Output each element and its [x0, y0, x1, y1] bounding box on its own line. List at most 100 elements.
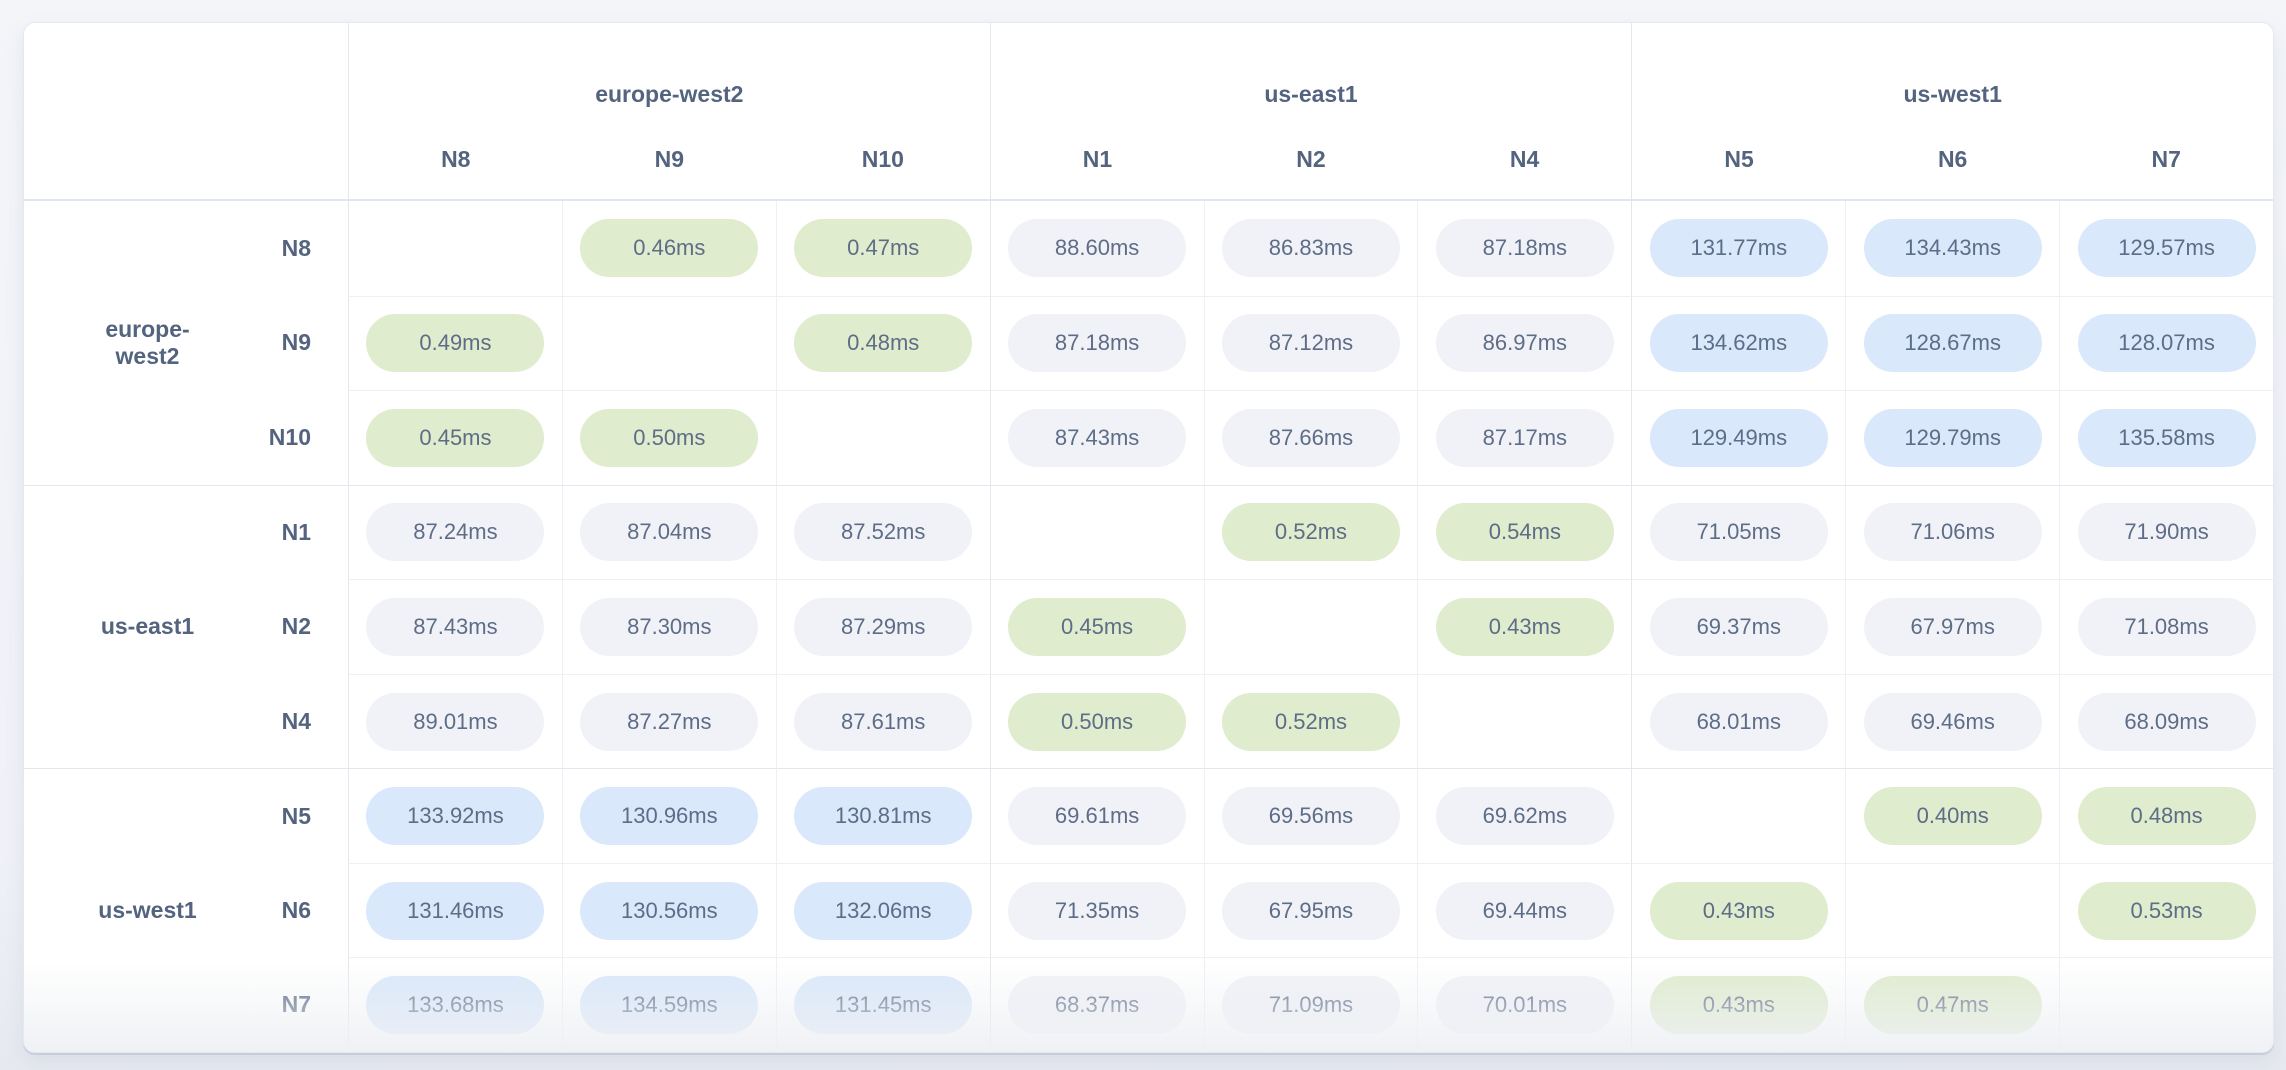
latency-value-pill[interactable]: 0.43ms: [1435, 597, 1614, 656]
latency-cell: 87.30ms: [561, 579, 776, 674]
latency-value-pill[interactable]: 69.62ms: [1435, 787, 1614, 846]
latency-value-pill[interactable]: 0.43ms: [1649, 976, 1828, 1035]
node-column-header-N7: N7: [2151, 146, 2181, 172]
latency-cell: 71.09ms: [1203, 957, 1418, 1052]
latency-value-pill[interactable]: 0.47ms: [794, 219, 973, 278]
latency-value-pill[interactable]: 130.96ms: [580, 787, 759, 846]
latency-value-pill[interactable]: 129.57ms: [2077, 219, 2256, 278]
latency-value-pill[interactable]: 87.43ms: [366, 597, 545, 656]
latency-value-pill[interactable]: 134.59ms: [580, 976, 759, 1035]
latency-cell: 132.06ms: [775, 862, 990, 958]
latency-value-pill[interactable]: 71.09ms: [1221, 976, 1400, 1035]
latency-value-pill[interactable]: 0.52ms: [1221, 692, 1400, 751]
latency-value-pill[interactable]: 0.50ms: [580, 408, 759, 467]
latency-value-pill[interactable]: 133.68ms: [366, 976, 545, 1035]
latency-value-pill[interactable]: 71.35ms: [1008, 881, 1187, 940]
latency-value-pill[interactable]: 87.12ms: [1221, 314, 1400, 373]
latency-cell: 87.43ms: [348, 579, 562, 674]
latency-value-pill[interactable]: 132.06ms: [794, 881, 973, 940]
latency-value-pill[interactable]: 87.18ms: [1435, 219, 1614, 278]
latency-value-pill[interactable]: 87.66ms: [1221, 408, 1400, 467]
latency-value-pill[interactable]: 87.04ms: [580, 503, 759, 562]
latency-value-pill[interactable]: 87.52ms: [794, 503, 973, 562]
latency-value-pill[interactable]: 133.92ms: [366, 787, 545, 846]
latency-value-pill[interactable]: 0.47ms: [1863, 976, 2042, 1035]
latency-value-pill[interactable]: 128.07ms: [2077, 314, 2256, 373]
latency-value-pill[interactable]: 0.40ms: [1863, 787, 2042, 846]
latency-value-pill[interactable]: 69.44ms: [1435, 881, 1614, 940]
latency-value-pill[interactable]: 0.45ms: [1008, 597, 1187, 656]
latency-value-pill[interactable]: 87.43ms: [1008, 408, 1187, 467]
latency-value-pill[interactable]: 67.95ms: [1221, 881, 1400, 940]
latency-value-pill[interactable]: 89.01ms: [366, 692, 545, 751]
latency-value-pill[interactable]: 69.46ms: [1863, 692, 2042, 751]
latency-value-pill[interactable]: 68.09ms: [2077, 692, 2256, 751]
latency-value-pill[interactable]: 0.49ms: [366, 314, 545, 373]
latency-cell: 87.17ms: [1417, 390, 1632, 485]
latency-cell-empty: [989, 484, 1204, 580]
latency-value-pill[interactable]: 0.50ms: [1008, 692, 1187, 751]
latency-value-pill[interactable]: 87.30ms: [580, 597, 759, 656]
latency-value-pill[interactable]: 0.45ms: [366, 408, 545, 467]
latency-value-pill[interactable]: 134.62ms: [1649, 314, 1828, 373]
latency-value-pill[interactable]: 131.45ms: [794, 976, 973, 1035]
matrix-corner-cell: [24, 23, 348, 201]
latency-value-pill[interactable]: 70.01ms: [1435, 976, 1614, 1035]
latency-value-pill[interactable]: 135.58ms: [2077, 408, 2256, 467]
latency-value-pill[interactable]: 71.90ms: [2077, 503, 2256, 562]
node-column-header-N8: N8: [441, 146, 471, 172]
latency-value-pill[interactable]: 0.48ms: [794, 314, 973, 373]
latency-cell: 131.77ms: [1631, 201, 1845, 296]
latency-cell: 129.49ms: [1631, 390, 1846, 485]
latency-cell: 0.50ms: [989, 673, 1204, 769]
latency-value-pill[interactable]: 88.60ms: [1008, 219, 1187, 278]
latency-cell: 0.53ms: [2059, 862, 2273, 958]
latency-value-pill[interactable]: 86.83ms: [1221, 219, 1400, 278]
latency-cell: 0.52ms: [1203, 484, 1418, 580]
column-node-header-row: N5 N6 N7: [1632, 146, 2273, 173]
latency-value-pill[interactable]: 71.06ms: [1863, 503, 2042, 562]
latency-value-pill[interactable]: 86.97ms: [1435, 314, 1614, 373]
node-row-label-N7: N7: [281, 991, 311, 1018]
latency-cell: 128.67ms: [1845, 295, 2060, 391]
latency-value-pill[interactable]: 87.18ms: [1008, 314, 1187, 373]
latency-value-pill[interactable]: 69.56ms: [1221, 787, 1400, 846]
latency-value-pill[interactable]: 69.61ms: [1008, 787, 1187, 846]
column-group-header-us-east1: us-east1 N1 N2 N4: [989, 23, 1632, 201]
latency-value-pill[interactable]: 67.97ms: [1863, 597, 2042, 656]
latency-value-pill[interactable]: 69.37ms: [1649, 597, 1828, 656]
latency-value-pill[interactable]: 129.49ms: [1649, 408, 1828, 467]
latency-value-pill[interactable]: 130.56ms: [580, 881, 759, 940]
latency-cell: 130.96ms: [561, 768, 776, 863]
latency-matrix-card: europe-west2 N8 N9 N10 us-east1 N1 N2 N4 us-west…: [23, 22, 2274, 1053]
node-row-label-N5: N5: [281, 802, 311, 829]
latency-value-pill[interactable]: 87.29ms: [794, 597, 973, 656]
node-column-header-N9: N9: [654, 146, 685, 172]
latency-cell: 129.79ms: [1845, 390, 2060, 485]
latency-value-pill[interactable]: 71.08ms: [2077, 597, 2256, 656]
latency-value-pill[interactable]: 0.48ms: [2077, 787, 2256, 846]
latency-value-pill[interactable]: 0.52ms: [1221, 503, 1400, 562]
latency-value-pill[interactable]: 87.24ms: [366, 503, 545, 562]
latency-cell: 129.57ms: [2059, 201, 2273, 296]
column-group-header-us-west1: us-west1 N5 N6 N7: [1631, 23, 2273, 201]
row-region-label: us-east1: [100, 613, 195, 640]
latency-value-pill[interactable]: 87.61ms: [794, 692, 973, 751]
latency-value-pill[interactable]: 0.54ms: [1435, 503, 1614, 562]
latency-value-pill[interactable]: 131.46ms: [366, 881, 545, 940]
latency-value-pill[interactable]: 87.27ms: [580, 692, 759, 751]
latency-value-pill[interactable]: 0.46ms: [580, 219, 759, 278]
latency-value-pill[interactable]: 129.79ms: [1863, 408, 2042, 467]
latency-value-pill[interactable]: 0.53ms: [2077, 881, 2256, 940]
latency-value-pill[interactable]: 0.43ms: [1649, 881, 1828, 940]
row-group-label-us-east1: us-east1 N1 N2 N4: [24, 484, 348, 769]
latency-value-pill[interactable]: 131.77ms: [1649, 219, 1828, 278]
latency-value-pill[interactable]: 134.43ms: [1863, 219, 2042, 278]
latency-value-pill[interactable]: 87.17ms: [1435, 408, 1614, 467]
latency-cell: 87.52ms: [775, 484, 990, 580]
latency-value-pill[interactable]: 71.05ms: [1649, 503, 1828, 562]
latency-value-pill[interactable]: 68.37ms: [1008, 976, 1187, 1035]
latency-value-pill[interactable]: 128.67ms: [1863, 314, 2042, 373]
latency-value-pill[interactable]: 68.01ms: [1649, 692, 1828, 751]
latency-value-pill[interactable]: 130.81ms: [794, 787, 973, 846]
